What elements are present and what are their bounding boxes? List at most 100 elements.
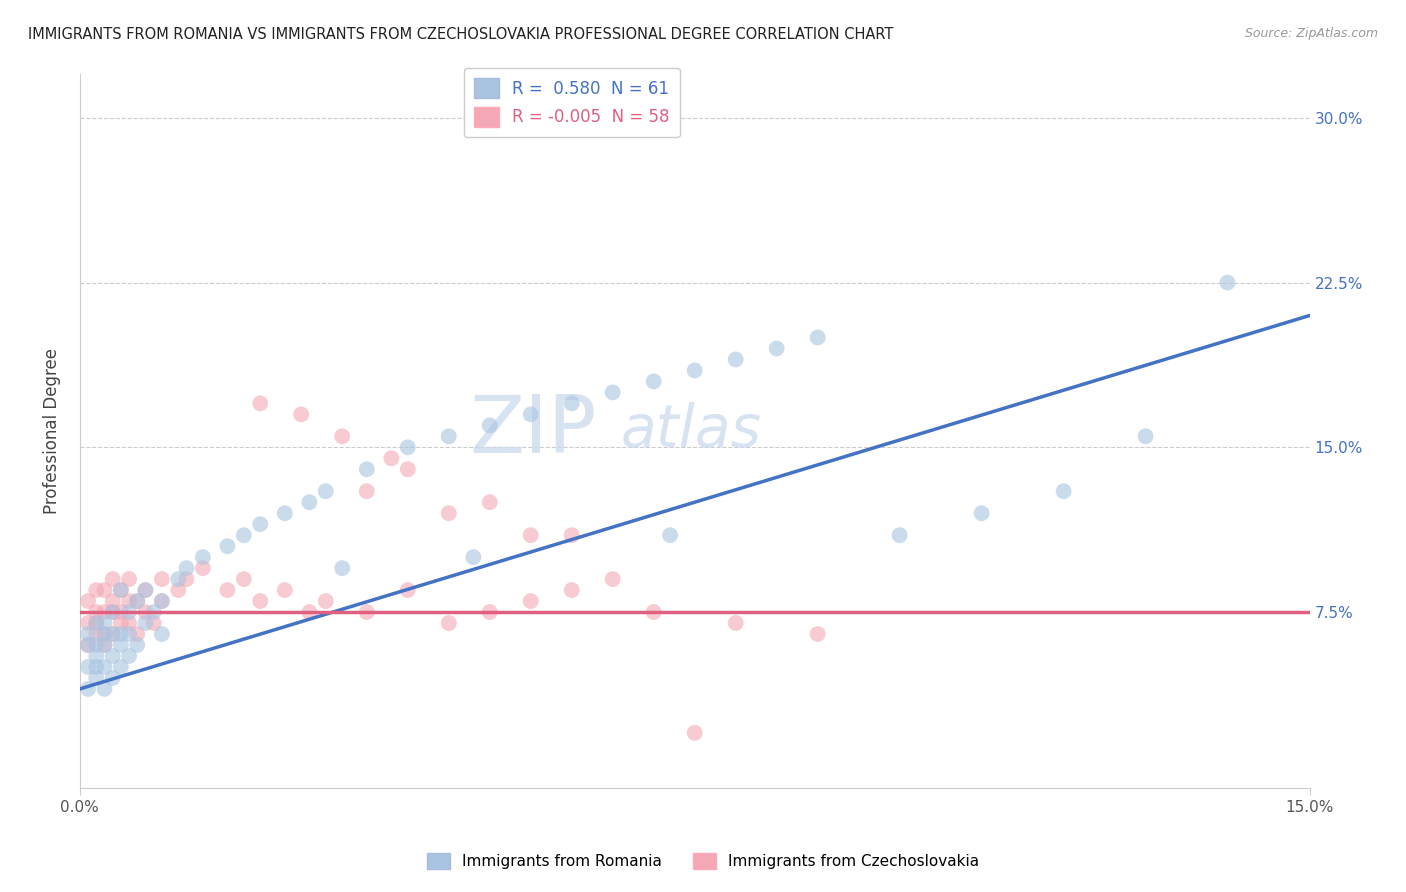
Point — [191, 561, 214, 575]
Point — [77, 615, 100, 630]
Point — [110, 605, 132, 619]
Point — [118, 594, 141, 608]
Point — [77, 627, 100, 641]
Point — [84, 605, 107, 619]
Point — [519, 528, 541, 542]
Point — [110, 660, 132, 674]
Point — [396, 583, 419, 598]
Point — [643, 375, 665, 389]
Point — [101, 572, 124, 586]
Text: IMMIGRANTS FROM ROMANIA VS IMMIGRANTS FROM CZECHOSLOVAKIA PROFESSIONAL DEGREE CO: IMMIGRANTS FROM ROMANIA VS IMMIGRANTS FR… — [28, 27, 893, 42]
Point — [84, 648, 107, 663]
Point — [84, 627, 107, 641]
Point — [93, 627, 115, 641]
Point — [232, 528, 254, 542]
Point — [150, 572, 173, 586]
Point — [519, 594, 541, 608]
Point — [110, 627, 132, 641]
Text: Source: ZipAtlas.com: Source: ZipAtlas.com — [1244, 27, 1378, 40]
Point — [84, 671, 107, 685]
Point — [150, 627, 173, 641]
Point — [380, 451, 402, 466]
Point — [134, 583, 156, 598]
Point — [315, 594, 337, 608]
Point — [118, 627, 141, 641]
Point — [437, 429, 460, 443]
Point — [232, 572, 254, 586]
Point — [127, 638, 149, 652]
Point — [1052, 484, 1074, 499]
Point — [191, 550, 214, 565]
Point — [134, 583, 156, 598]
Point — [315, 484, 337, 499]
Point — [807, 330, 830, 344]
Point — [93, 583, 115, 598]
Point — [77, 594, 100, 608]
Point — [142, 605, 165, 619]
Point — [150, 594, 173, 608]
Point — [561, 528, 583, 542]
Point — [84, 583, 107, 598]
Point — [724, 615, 747, 630]
Point — [1135, 429, 1157, 443]
Point — [274, 506, 297, 520]
Point — [602, 572, 624, 586]
Point — [93, 605, 115, 619]
Point — [249, 396, 271, 410]
Point — [643, 605, 665, 619]
Point — [683, 726, 706, 740]
Point — [118, 615, 141, 630]
Point — [519, 408, 541, 422]
Point — [478, 495, 501, 509]
Point — [118, 572, 141, 586]
Point — [217, 539, 239, 553]
Point — [110, 615, 132, 630]
Point — [176, 561, 198, 575]
Point — [437, 615, 460, 630]
Point — [150, 594, 173, 608]
Point — [356, 605, 378, 619]
Legend: Immigrants from Romania, Immigrants from Czechoslovakia: Immigrants from Romania, Immigrants from… — [420, 847, 986, 875]
Point — [110, 583, 132, 598]
Point — [101, 671, 124, 685]
Point — [478, 418, 501, 433]
Point — [93, 615, 115, 630]
Point — [1216, 276, 1239, 290]
Point — [274, 583, 297, 598]
Point — [118, 648, 141, 663]
Point — [167, 572, 190, 586]
Point — [77, 660, 100, 674]
Point — [77, 681, 100, 696]
Point — [356, 462, 378, 476]
Point — [463, 550, 485, 565]
Point — [889, 528, 911, 542]
Point — [396, 462, 419, 476]
Y-axis label: Professional Degree: Professional Degree — [44, 348, 60, 514]
Point — [127, 627, 149, 641]
Point — [134, 615, 156, 630]
Point — [396, 440, 419, 454]
Point — [101, 605, 124, 619]
Point — [101, 627, 124, 641]
Point — [101, 605, 124, 619]
Point — [167, 583, 190, 598]
Point — [807, 627, 830, 641]
Point — [478, 605, 501, 619]
Point — [298, 495, 321, 509]
Point — [249, 594, 271, 608]
Point — [93, 660, 115, 674]
Point — [330, 429, 353, 443]
Point — [77, 638, 100, 652]
Point — [77, 638, 100, 652]
Point — [176, 572, 198, 586]
Point — [970, 506, 993, 520]
Point — [683, 363, 706, 377]
Point — [101, 627, 124, 641]
Point — [127, 594, 149, 608]
Point — [101, 594, 124, 608]
Point — [84, 615, 107, 630]
Point — [249, 517, 271, 532]
Point — [127, 594, 149, 608]
Point — [93, 638, 115, 652]
Point — [142, 615, 165, 630]
